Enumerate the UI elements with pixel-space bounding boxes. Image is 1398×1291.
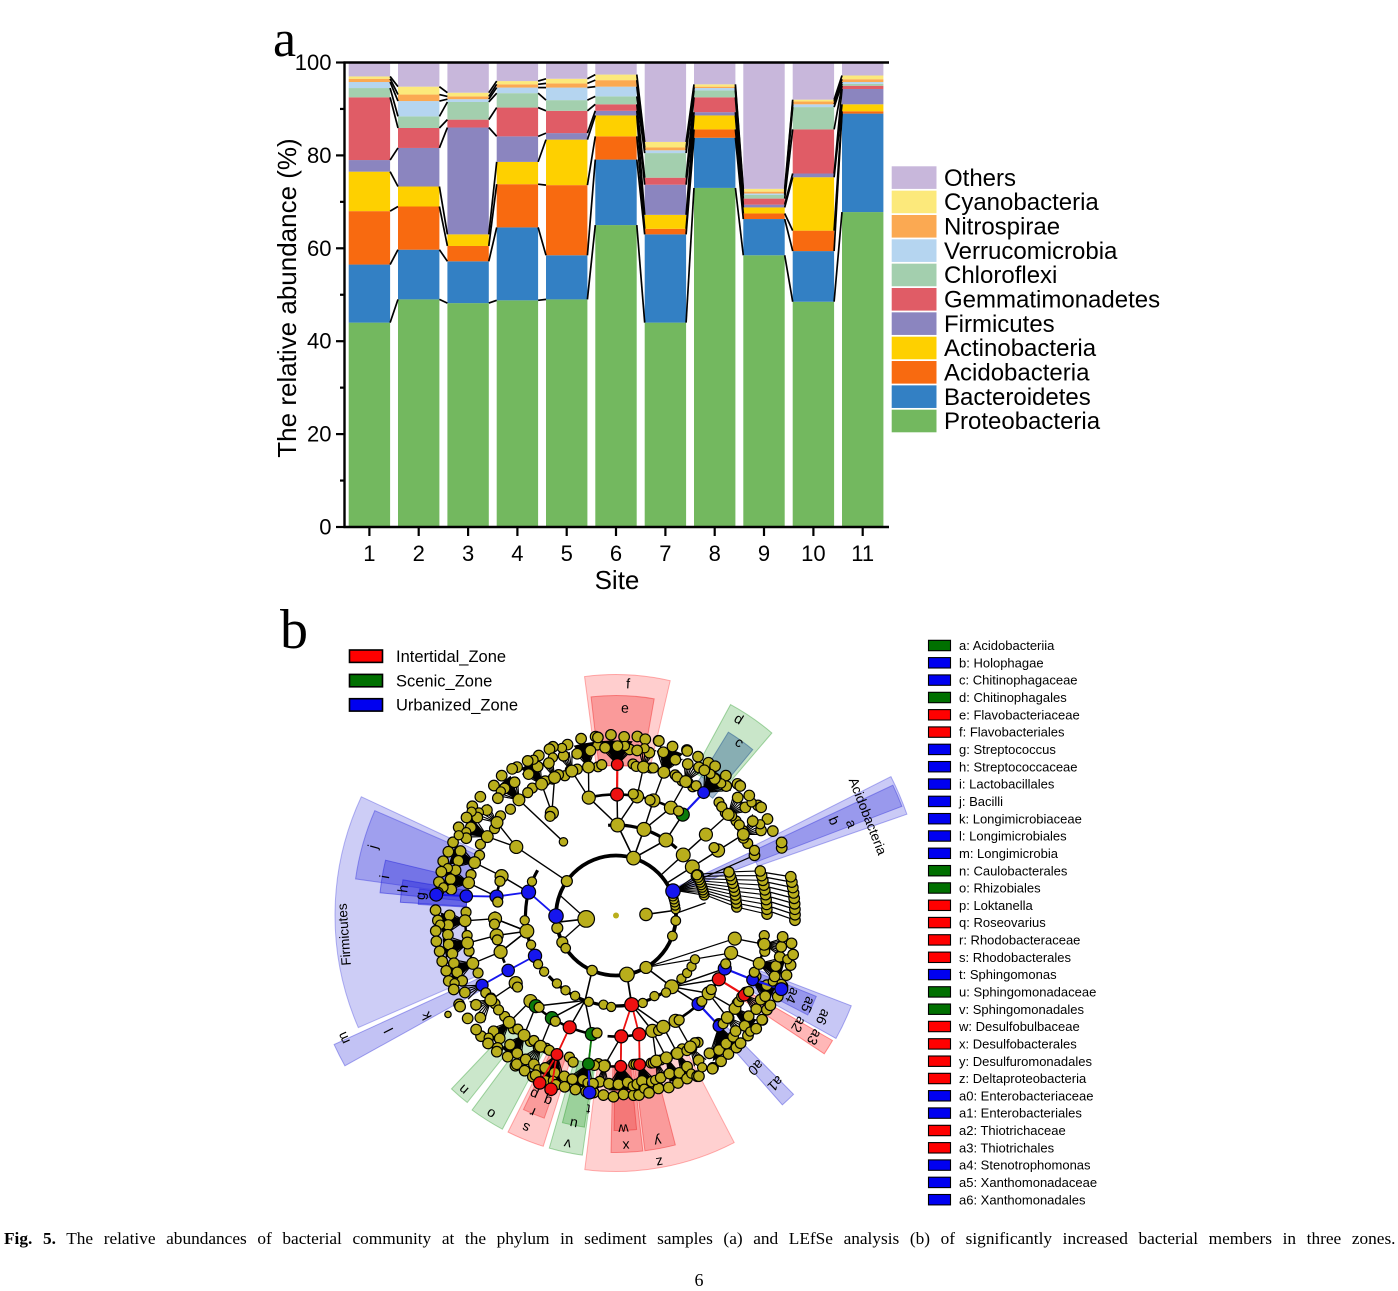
svg-text:4: 4 — [511, 541, 523, 566]
svg-text:a3: Thiotrichales: a3: Thiotrichales — [959, 1140, 1055, 1155]
svg-text:Scenic_Zone: Scenic_Zone — [396, 672, 492, 690]
svg-text:n: Caulobacterales: n: Caulobacterales — [959, 863, 1068, 878]
svg-text:o: Rhizobiales: o: Rhizobiales — [959, 881, 1041, 896]
svg-text:x: Desulfobacterales: x: Desulfobacterales — [959, 1037, 1077, 1052]
svg-text:6: 6 — [610, 541, 622, 566]
svg-text:Nitrospirae: Nitrospirae — [944, 213, 1060, 240]
svg-text:80: 80 — [307, 143, 331, 168]
svg-text:a0: Enterobacteriaceae: a0: Enterobacteriaceae — [959, 1088, 1093, 1103]
svg-text:r: Rhodobacteraceae: r: Rhodobacteraceae — [959, 933, 1080, 948]
svg-text:The relative abundance (%): The relative abundance (%) — [272, 138, 302, 457]
svg-text:x: x — [622, 1138, 630, 1154]
svg-text:u: Sphingomonadaceae: u: Sphingomonadaceae — [959, 985, 1096, 1000]
svg-text:w: Desulfobulbaceae: w: Desulfobulbaceae — [958, 1019, 1080, 1034]
svg-text:y: Desulfuromonadales: y: Desulfuromonadales — [959, 1054, 1092, 1069]
svg-text:Intertidal_Zone: Intertidal_Zone — [396, 648, 506, 666]
svg-text:2: 2 — [413, 541, 425, 566]
svg-text:9: 9 — [758, 541, 770, 566]
svg-text:Acidobacteria: Acidobacteria — [944, 360, 1090, 387]
svg-text:8: 8 — [709, 541, 721, 566]
svg-text:Verrucomicrobia: Verrucomicrobia — [944, 238, 1118, 265]
svg-text:Bacteroidetes: Bacteroidetes — [944, 384, 1091, 411]
svg-text:60: 60 — [307, 236, 331, 261]
svg-text:f: Flavobacteriales: f: Flavobacteriales — [959, 725, 1065, 740]
svg-text:Urbanized_Zone: Urbanized_Zone — [396, 697, 518, 715]
svg-text:i: Lactobacillales: i: Lactobacillales — [959, 777, 1055, 792]
svg-text:g: g — [412, 891, 429, 900]
svg-text:a5: Xanthomonadaceae: a5: Xanthomonadaceae — [959, 1175, 1097, 1190]
svg-text:b: Holophagae: b: Holophagae — [959, 655, 1044, 670]
svg-text:c: Chitinophagaceae: c: Chitinophagaceae — [959, 673, 1078, 688]
svg-text:v: Sphingomonadales: v: Sphingomonadales — [959, 1002, 1085, 1017]
svg-text:100: 100 — [295, 50, 332, 75]
svg-text:h: Streptococcaceae: h: Streptococcaceae — [959, 759, 1078, 774]
svg-text:1: 1 — [363, 541, 375, 566]
svg-text:e: Flavobacteriaceae: e: Flavobacteriaceae — [959, 707, 1080, 722]
svg-text:j: Bacilli: j: Bacilli — [958, 794, 1003, 809]
svg-text:e: e — [621, 700, 630, 716]
svg-text:11: 11 — [851, 541, 874, 566]
svg-text:w: w — [617, 1121, 630, 1137]
svg-text:d: Chitinophagales: d: Chitinophagales — [959, 690, 1067, 705]
svg-text:7: 7 — [659, 541, 671, 566]
svg-text:Site: Site — [595, 565, 640, 595]
svg-text:k: Longimicrobiaceae: k: Longimicrobiaceae — [959, 811, 1082, 826]
svg-text:5: 5 — [561, 541, 573, 566]
svg-text:Actinobacteria: Actinobacteria — [944, 335, 1097, 362]
svg-text:0: 0 — [319, 515, 331, 540]
svg-text:Cyanobacteria: Cyanobacteria — [944, 189, 1099, 216]
svg-text:40: 40 — [307, 329, 331, 354]
svg-text:3: 3 — [462, 541, 474, 566]
svg-text:Firmicutes: Firmicutes — [944, 311, 1055, 338]
svg-text:Others: Others — [944, 165, 1016, 192]
svg-text:p: Loktanella: p: Loktanella — [959, 898, 1033, 913]
svg-text:a4: Stenotrophomonas: a4: Stenotrophomonas — [959, 1158, 1091, 1173]
svg-text:10: 10 — [801, 541, 825, 566]
svg-text:z: Deltaproteobacteria: z: Deltaproteobacteria — [959, 1071, 1087, 1086]
svg-text:a2: Thiotrichaceae: a2: Thiotrichaceae — [959, 1123, 1066, 1138]
svg-text:a: Acidobacteriia: a: Acidobacteriia — [959, 638, 1055, 653]
svg-text:a6: Xanthomonadales: a6: Xanthomonadales — [959, 1192, 1086, 1207]
svg-text:Proteobacteria: Proteobacteria — [944, 408, 1101, 435]
svg-text:t: Sphingomonas: t: Sphingomonas — [959, 967, 1057, 982]
svg-text:m: Longimicrobia: m: Longimicrobia — [959, 846, 1059, 861]
svg-text:l: Longimicrobiales: l: Longimicrobiales — [959, 829, 1067, 844]
svg-text:s: Rhodobacterales: s: Rhodobacterales — [959, 950, 1072, 965]
svg-text:g: Streptococcus: g: Streptococcus — [959, 742, 1056, 757]
svg-text:Gemmatimonadetes: Gemmatimonadetes — [944, 287, 1160, 314]
svg-text:20: 20 — [307, 422, 331, 447]
svg-text:a1: Enterobacteriales: a1: Enterobacteriales — [959, 1106, 1082, 1121]
svg-text:q: Roseovarius: q: Roseovarius — [959, 915, 1046, 930]
svg-text:Chloroflexi: Chloroflexi — [944, 262, 1057, 289]
